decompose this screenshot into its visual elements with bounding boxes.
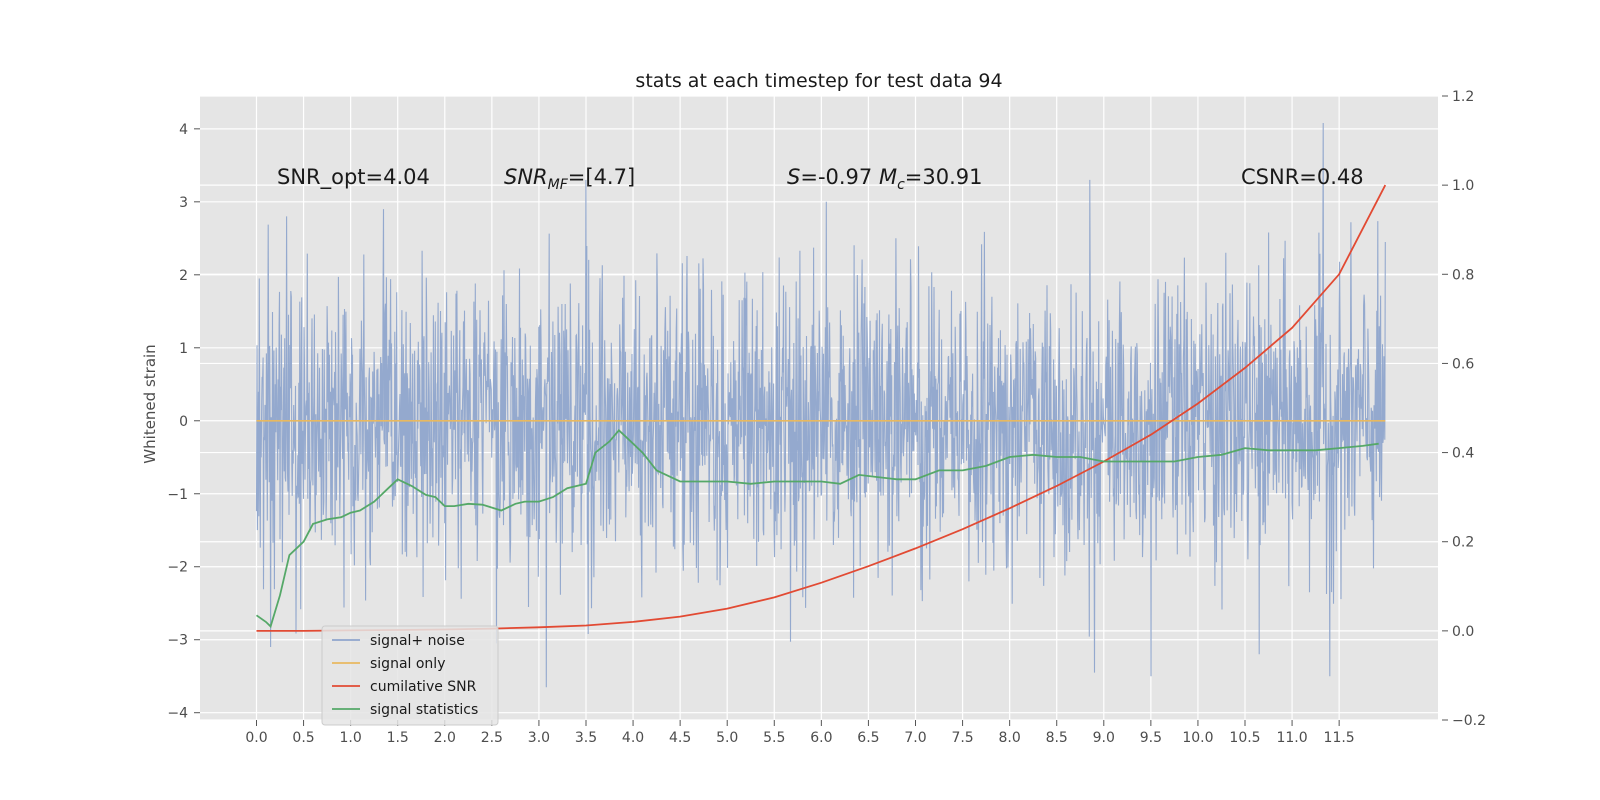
y-tick-label: 1: [179, 341, 188, 357]
x-tick-label: 9.5: [1140, 730, 1162, 746]
x-tick-label: 2.5: [481, 730, 503, 746]
y-tick-label: 3: [179, 195, 188, 211]
legend-label: signal only: [370, 656, 445, 672]
y-tick-label: 0: [179, 414, 188, 430]
legend-label: signal+ noise: [370, 633, 465, 649]
legend: signal+ noise signal only cumilative SNR si…: [321, 625, 499, 726]
x-tick-label: 8.5: [1046, 730, 1068, 746]
y-tick-label: 2: [179, 268, 188, 284]
annotations: SNR_opt=4.04 SNRMF=[4.7] S=-0.97 Mc=30.91 C…: [277, 165, 1364, 193]
x-tick-label: 6.5: [857, 730, 879, 746]
y-tick-label: 4: [179, 122, 188, 138]
x-tick-label: 5.0: [716, 730, 738, 746]
y2-tick-label: −0.2: [1452, 713, 1486, 729]
chart-title: stats at each timestep for test data 94: [635, 70, 1002, 92]
y2-tick-label: 0.6: [1452, 356, 1474, 372]
x-tick-label: 0.5: [292, 730, 314, 746]
y2-tick-label: 0.8: [1452, 267, 1474, 283]
y-tick-label: −4: [167, 706, 188, 722]
y2-tick-label: 1.2: [1452, 89, 1474, 105]
annotation-snr-mf: SNRMF=[4.7]: [504, 165, 635, 193]
y2-tick-label: 1.0: [1452, 178, 1474, 194]
x-tick-label: 1.0: [339, 730, 361, 746]
x-tick-label: 8.0: [999, 730, 1021, 746]
x-tick-label: 11.0: [1276, 730, 1307, 746]
x-tick-label: 10.0: [1182, 730, 1213, 746]
x-tick-label: 4.5: [669, 730, 691, 746]
x-tick-label: 3.5: [575, 730, 597, 746]
y2-tick-label: 0.4: [1452, 446, 1474, 462]
x-tick-label: 4.0: [622, 730, 644, 746]
legend-box: [321, 625, 499, 726]
legend-label: cumilative SNR: [370, 679, 477, 695]
annotation-csnr: CSNR=0.48: [1241, 165, 1364, 189]
x-tick-label: 1.5: [387, 730, 409, 746]
x-tick-label: 6.0: [810, 730, 832, 746]
x-tick-label: 9.0: [1093, 730, 1115, 746]
x-tick-label: 10.5: [1229, 730, 1260, 746]
x-tick-label: 7.0: [904, 730, 926, 746]
x-tick-label: 7.5: [951, 730, 973, 746]
series-signal-statistics-line: [255, 428, 1379, 629]
x-tick-label: 11.5: [1324, 730, 1355, 746]
x-tick-label: 2.0: [434, 730, 456, 746]
y-tick-label: −3: [167, 633, 188, 649]
y-tick-label: −2: [167, 560, 188, 576]
annotation-snr-opt: SNR_opt=4.04: [277, 165, 430, 190]
y-tick-label: −1: [167, 487, 188, 503]
x-tick-label: 3.0: [528, 730, 550, 746]
x-tick-label: 0.0: [245, 730, 267, 746]
annotation-s-mc: S=-0.97 Mc=30.91: [787, 165, 983, 193]
y2-tick-label: 0.0: [1452, 624, 1474, 640]
series-signal-noise-line: [255, 122, 1386, 688]
axes: 0.0 0.5 1.0 1.5 2.0 2.5 3.0 3.5 4.0 4.5 5.0 5.5 6.0 6…: [167, 89, 1486, 746]
y2-tick-label: 0.2: [1452, 535, 1474, 551]
legend-label: signal statistics: [370, 702, 478, 718]
x-tick-label: 5.5: [763, 730, 785, 746]
y-axis-label: Whitened strain: [141, 344, 159, 463]
